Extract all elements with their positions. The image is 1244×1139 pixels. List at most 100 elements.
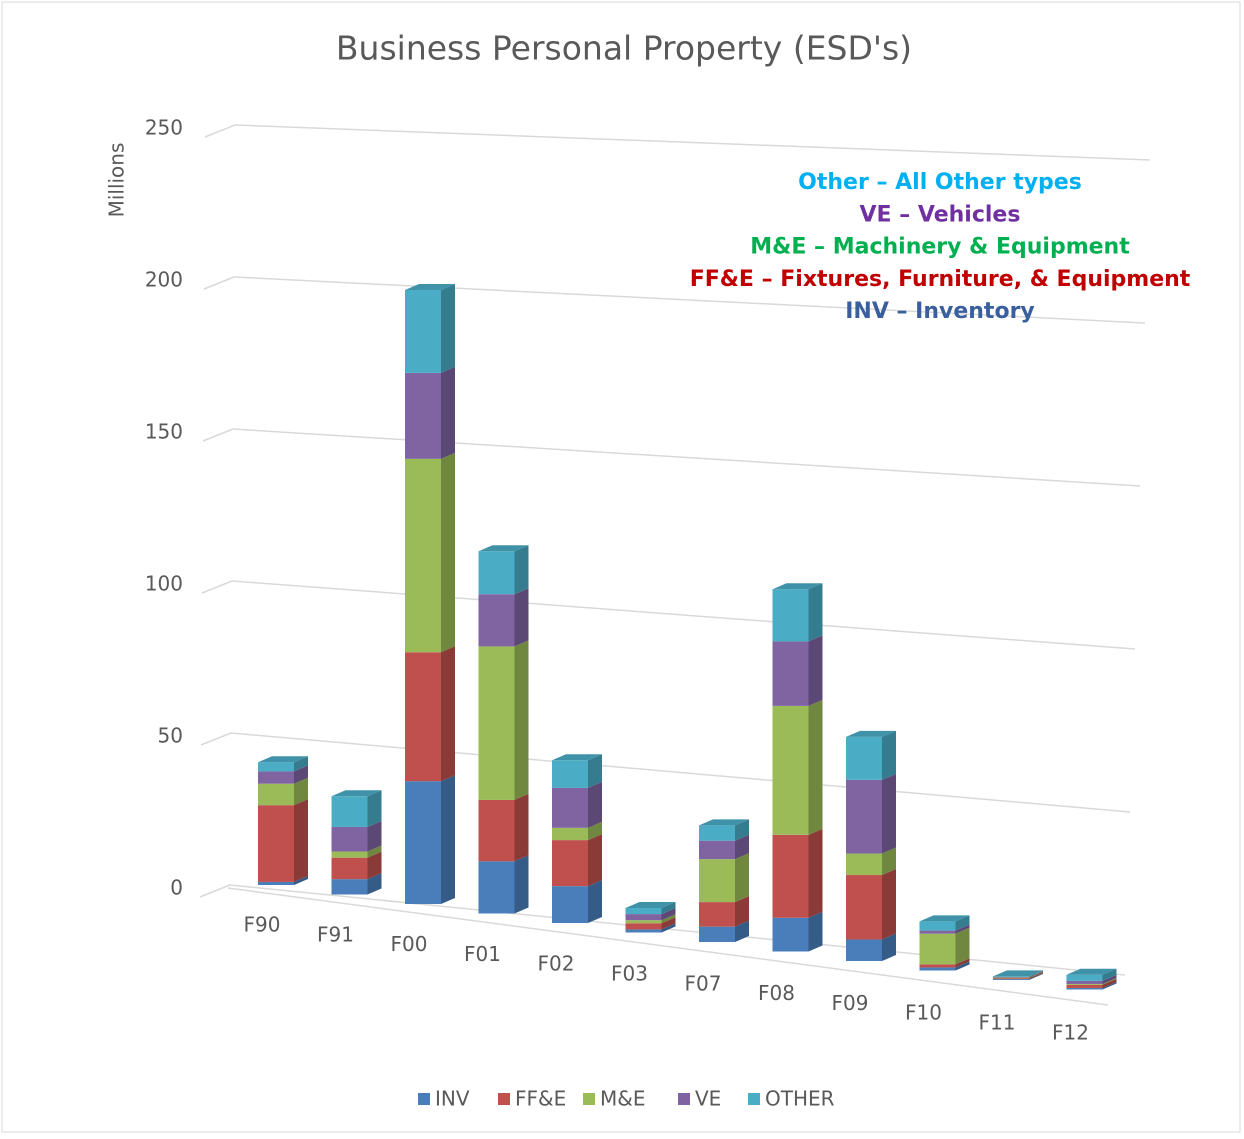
bar-side	[882, 730, 896, 780]
bar-side	[808, 828, 823, 918]
bar-segment	[993, 979, 1029, 980]
grid-line-floor	[204, 124, 236, 138]
grid-line-floor	[202, 428, 234, 442]
bar-segment	[405, 372, 441, 459]
bar-side	[367, 790, 382, 827]
legend-label: M&E	[600, 1087, 646, 1111]
bar-side	[735, 920, 749, 942]
bar-side	[661, 917, 676, 930]
y-tick-label: 250	[145, 116, 183, 140]
bar-segment	[552, 886, 588, 923]
annotation: M&E – Machinery & Equipment	[750, 235, 1130, 260]
bar-top	[405, 284, 455, 290]
bar-segment	[846, 875, 882, 940]
bar-side	[367, 820, 382, 852]
bar-segment	[699, 859, 735, 903]
bar-segment	[258, 881, 294, 885]
grid-line-floor	[201, 580, 233, 594]
grid-line	[231, 580, 1136, 650]
bar-top	[625, 901, 676, 908]
x-tick-label: F91	[317, 922, 354, 946]
bar-segment	[552, 840, 588, 887]
bar-segment	[331, 879, 368, 895]
annotation: INV – Inventory	[845, 299, 1035, 324]
y-tick-label: 100	[145, 572, 183, 596]
bar-side	[1102, 968, 1117, 981]
bar-side	[955, 924, 970, 934]
grid-line	[233, 276, 1146, 324]
bar-side	[808, 911, 823, 952]
y-tick-label: 150	[145, 420, 183, 444]
bar-side	[294, 765, 308, 784]
bar-side	[808, 699, 823, 835]
bar-segment	[625, 923, 662, 930]
legend-swatch	[678, 1093, 690, 1105]
bar-segment	[405, 290, 441, 373]
bar-segment	[331, 851, 368, 858]
bar-segment	[405, 652, 441, 782]
x-tick-label: F03	[611, 962, 648, 986]
bar-segment	[699, 825, 735, 841]
bar-segment	[331, 796, 368, 827]
bar-segment	[1066, 983, 1103, 985]
bar-side	[367, 851, 382, 880]
bar-segment	[846, 779, 882, 854]
y-tick-label: 200	[145, 268, 183, 292]
grid-line-floor	[199, 884, 231, 898]
grid-line	[234, 124, 1151, 161]
bar-segment	[919, 930, 956, 934]
bar-segment	[258, 805, 294, 882]
x-tick-label: F01	[464, 942, 501, 966]
bar-side	[441, 452, 455, 653]
x-tick-label: F10	[905, 1001, 942, 1025]
legend-label: OTHER	[765, 1087, 835, 1111]
bar-top	[846, 730, 896, 737]
floor-front	[227, 887, 1109, 1006]
bar-segment	[625, 914, 662, 921]
bar-segment	[1066, 980, 1103, 984]
x-tick-label: F11	[979, 1011, 1016, 1035]
bar-segment	[405, 781, 441, 904]
bar-side	[514, 545, 529, 595]
bar-segment	[625, 920, 662, 924]
legend-swatch	[498, 1093, 510, 1105]
bar-segment	[478, 799, 515, 862]
bar-segment	[919, 921, 956, 931]
bar-segment	[919, 964, 956, 968]
bar-side	[441, 646, 455, 782]
bar-side	[661, 914, 676, 924]
bar-side	[441, 775, 455, 904]
bar-side	[514, 793, 529, 862]
bar-top	[1066, 968, 1117, 975]
bar-side	[1029, 971, 1043, 979]
bar-segment	[552, 827, 588, 841]
bar-segment	[1066, 984, 1103, 988]
bar-segment	[993, 976, 1029, 977]
bar-side	[294, 799, 308, 882]
x-tick-label: F02	[538, 952, 575, 976]
bar-segment	[699, 902, 735, 927]
bar-segment	[1066, 974, 1103, 981]
bar-side	[1102, 974, 1117, 984]
bar-segment	[258, 771, 294, 784]
bar-top	[258, 756, 308, 763]
bar-segment	[699, 926, 735, 942]
x-tick-label: F08	[758, 981, 795, 1005]
bar-segment	[846, 736, 882, 780]
bar-segment	[258, 783, 294, 806]
legend-swatch	[748, 1093, 760, 1105]
bar-segment	[993, 978, 1029, 980]
grid-line-floor	[200, 732, 232, 746]
bar-segment	[772, 641, 809, 706]
bar-side	[514, 588, 529, 647]
legend-swatch	[583, 1093, 595, 1105]
bar-segment	[552, 760, 588, 788]
bar-segment	[331, 857, 368, 880]
bar-side	[588, 754, 602, 788]
bar-top	[478, 545, 529, 552]
bar-side	[735, 834, 749, 860]
bar-side	[955, 958, 970, 968]
bar-segment	[258, 762, 294, 772]
bar-top	[331, 790, 382, 797]
